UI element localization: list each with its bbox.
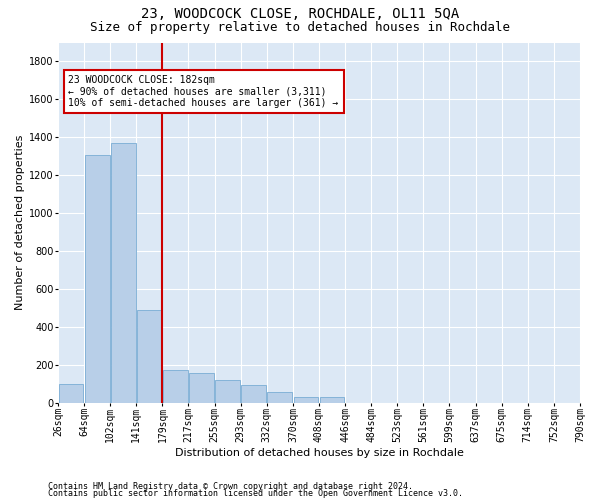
Bar bbox=[85, 155, 110, 402]
Bar bbox=[163, 370, 188, 402]
Bar bbox=[241, 386, 266, 402]
X-axis label: Distribution of detached houses by size in Rochdale: Distribution of detached houses by size … bbox=[175, 448, 463, 458]
Bar bbox=[59, 384, 83, 402]
Bar bbox=[320, 397, 344, 402]
Bar bbox=[111, 143, 136, 403]
Bar bbox=[215, 380, 240, 402]
Text: Contains public sector information licensed under the Open Government Licence v3: Contains public sector information licen… bbox=[48, 490, 463, 498]
Text: 23 WOODCOCK CLOSE: 182sqm
← 90% of detached houses are smaller (3,311)
10% of se: 23 WOODCOCK CLOSE: 182sqm ← 90% of detac… bbox=[68, 75, 338, 108]
Bar bbox=[268, 392, 292, 402]
Bar bbox=[293, 397, 319, 402]
Text: Size of property relative to detached houses in Rochdale: Size of property relative to detached ho… bbox=[90, 21, 510, 34]
Text: 23, WOODCOCK CLOSE, ROCHDALE, OL11 5QA: 23, WOODCOCK CLOSE, ROCHDALE, OL11 5QA bbox=[141, 8, 459, 22]
Y-axis label: Number of detached properties: Number of detached properties bbox=[15, 135, 25, 310]
Text: Contains HM Land Registry data © Crown copyright and database right 2024.: Contains HM Land Registry data © Crown c… bbox=[48, 482, 413, 491]
Bar bbox=[189, 373, 214, 402]
Bar bbox=[137, 310, 162, 402]
